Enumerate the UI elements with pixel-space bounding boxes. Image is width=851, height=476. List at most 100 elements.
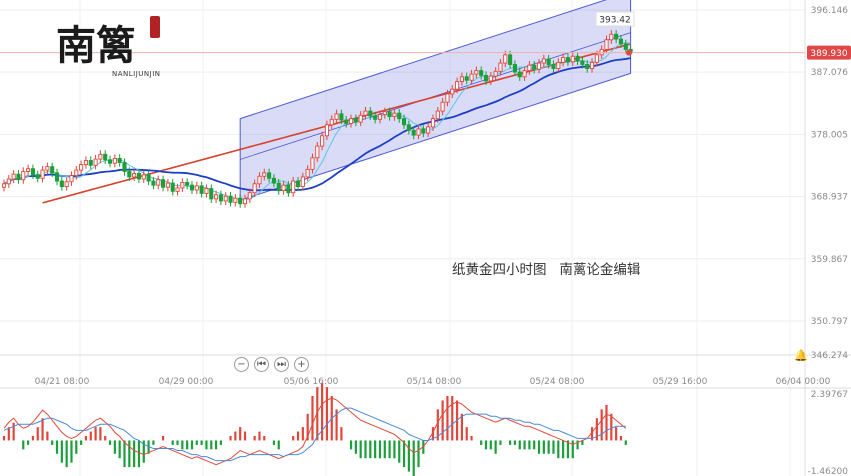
candle-body — [146, 174, 151, 182]
candle-body — [488, 75, 493, 82]
candle-body — [315, 145, 320, 159]
price-tick-label: 359.867 — [811, 255, 848, 265]
candle-body — [604, 39, 609, 50]
time-tick-label: 06/04 00:00 — [776, 377, 831, 387]
candle-body — [416, 128, 421, 136]
candle-body — [98, 153, 103, 160]
candle-body — [122, 162, 127, 172]
candle-body — [594, 54, 599, 63]
candle-body — [88, 160, 93, 166]
candle-body — [252, 183, 257, 194]
candle-body — [426, 126, 431, 134]
zoom-out-button[interactable]: − — [234, 357, 249, 372]
candle-body — [247, 192, 252, 200]
current-price-badge — [807, 45, 851, 60]
time-tick-label: 05/14 08:00 — [407, 377, 462, 387]
candle-body — [618, 38, 624, 45]
candle-body — [517, 71, 522, 78]
candle-body — [406, 124, 411, 131]
candle-body — [353, 118, 358, 123]
scroll-end-button[interactable]: ⏭ — [274, 357, 289, 372]
candle-body — [609, 33, 614, 41]
candle-body — [30, 168, 35, 176]
candle-body — [392, 112, 397, 118]
logo-chars: 南篱 — [56, 22, 136, 69]
candle-body — [498, 62, 503, 72]
candle-body — [103, 153, 108, 161]
candle-body — [35, 174, 40, 179]
price-tick-label: 387.076 — [811, 68, 848, 78]
low-price-label: 346.274 — [811, 351, 848, 361]
candle-body — [445, 93, 450, 103]
candle-body — [204, 188, 209, 194]
candle-body — [45, 166, 50, 171]
candle-body — [214, 194, 219, 200]
candle-body — [450, 88, 455, 95]
candle-body — [329, 118, 334, 126]
chart-caption: 纸黄金四小时图 南蓠论金编辑 — [452, 262, 641, 278]
candle-body — [11, 173, 16, 180]
candle-body — [262, 172, 267, 177]
high-marker-label: 393.42 — [599, 16, 631, 26]
candle-body — [50, 166, 55, 174]
candle-body — [189, 184, 195, 191]
candle-body — [74, 169, 79, 177]
candle-body — [483, 74, 489, 82]
candle-body — [242, 198, 248, 205]
macd-bottom-label: -1.46200 — [808, 467, 849, 476]
candle-body — [382, 111, 387, 115]
scroll-start-button[interactable]: ⏮ — [254, 357, 269, 372]
logo: 南篱 NANLIJUNJIN — [56, 20, 176, 80]
price-tick-label: 378.005 — [811, 130, 848, 140]
candle-body — [512, 64, 517, 73]
high-marker-box — [595, 11, 635, 27]
candle-body — [377, 114, 383, 120]
candle-body — [141, 174, 146, 180]
candle-body — [271, 177, 276, 184]
candle-body — [522, 70, 527, 78]
candle-body — [464, 76, 469, 81]
candle-body — [469, 73, 474, 81]
candle-body — [16, 173, 21, 181]
macd-top-label: 2.39767 — [811, 390, 848, 400]
candle-body — [363, 110, 368, 116]
ma-mid-line — [3, 57, 631, 192]
time-tick-label: 04/21 08:00 — [35, 377, 90, 387]
candle-body — [546, 58, 551, 65]
candle-body — [508, 54, 513, 65]
candle-body — [83, 160, 88, 166]
candle-body — [589, 61, 595, 70]
candle-body — [440, 101, 445, 112]
time-tick-label: 05/06 16:00 — [284, 377, 339, 387]
candle-body — [175, 187, 180, 192]
candle-body — [112, 157, 117, 164]
candle-body — [6, 178, 11, 185]
candle-body — [402, 118, 407, 126]
candle-body — [40, 169, 45, 179]
candle-body — [54, 172, 60, 182]
candle-body — [623, 43, 628, 50]
candle-body — [614, 33, 619, 40]
zoom-in-button[interactable]: + — [294, 357, 309, 372]
candle-body — [334, 113, 339, 120]
axes: 396.146 387.076 378.005 368.937 359.867 350.7… — [0, 6, 851, 476]
current-price-label: 389.930 — [810, 49, 847, 59]
candle-body — [257, 175, 262, 185]
candle-body — [209, 188, 214, 200]
price-tick-label: 350.797 — [811, 317, 848, 327]
candle-body — [218, 194, 223, 202]
candle-body — [565, 57, 570, 63]
candle-body — [156, 179, 161, 186]
candle-body — [358, 114, 363, 123]
logo-subtitle: NANLIJUNJIN — [112, 70, 161, 78]
candle-body — [541, 58, 546, 64]
candle-body — [26, 168, 31, 172]
zoom-controls: − ⏮ ⏭ + — [234, 357, 309, 373]
candle-body — [93, 158, 98, 166]
candle-body — [185, 181, 190, 186]
candle-body — [199, 185, 204, 194]
dif-line — [3, 397, 627, 466]
alert-bell-icon[interactable]: 🔔 — [794, 349, 808, 362]
